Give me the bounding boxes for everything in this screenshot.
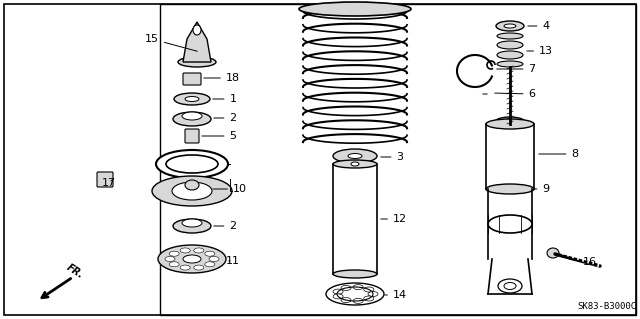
Text: 9: 9 — [535, 184, 550, 194]
Ellipse shape — [205, 262, 215, 267]
Ellipse shape — [348, 153, 362, 159]
Ellipse shape — [158, 245, 226, 273]
Ellipse shape — [173, 219, 211, 233]
Text: 17: 17 — [102, 178, 116, 188]
FancyBboxPatch shape — [183, 73, 201, 85]
Text: 2: 2 — [214, 221, 237, 231]
Ellipse shape — [341, 298, 351, 302]
Text: 13: 13 — [527, 46, 553, 56]
Ellipse shape — [497, 33, 523, 39]
Ellipse shape — [333, 160, 377, 168]
Text: 11: 11 — [226, 256, 240, 266]
Ellipse shape — [194, 248, 204, 253]
Ellipse shape — [169, 262, 179, 267]
Text: SK83-B3000C: SK83-B3000C — [577, 302, 636, 311]
Ellipse shape — [351, 162, 359, 166]
Ellipse shape — [174, 93, 210, 105]
Ellipse shape — [504, 24, 516, 28]
Ellipse shape — [152, 176, 232, 206]
Text: 7: 7 — [497, 64, 536, 74]
Ellipse shape — [180, 265, 190, 270]
Text: 15: 15 — [145, 34, 197, 51]
Text: FR.: FR. — [65, 262, 86, 280]
Ellipse shape — [333, 149, 377, 163]
Bar — [160, 4, 636, 315]
Ellipse shape — [172, 182, 212, 200]
Ellipse shape — [178, 57, 216, 67]
Ellipse shape — [504, 283, 516, 290]
Ellipse shape — [333, 270, 377, 278]
Ellipse shape — [183, 255, 201, 263]
Text: 14: 14 — [385, 290, 407, 300]
Ellipse shape — [166, 155, 218, 173]
Ellipse shape — [353, 285, 363, 290]
FancyBboxPatch shape — [185, 129, 199, 143]
Text: 4: 4 — [528, 21, 550, 31]
Ellipse shape — [495, 117, 525, 127]
Text: 12: 12 — [381, 214, 407, 224]
Ellipse shape — [497, 41, 523, 49]
Ellipse shape — [353, 298, 363, 303]
Ellipse shape — [193, 25, 201, 35]
Ellipse shape — [185, 97, 199, 101]
Ellipse shape — [486, 119, 534, 129]
Polygon shape — [183, 22, 211, 62]
Ellipse shape — [209, 256, 219, 262]
Ellipse shape — [173, 112, 211, 126]
Ellipse shape — [180, 248, 190, 253]
Ellipse shape — [169, 251, 179, 256]
Text: 18: 18 — [204, 73, 240, 83]
Text: 8: 8 — [539, 149, 579, 159]
Text: 10: 10 — [212, 184, 247, 194]
Ellipse shape — [326, 283, 384, 305]
Ellipse shape — [341, 286, 351, 290]
Ellipse shape — [299, 2, 411, 16]
Ellipse shape — [333, 289, 343, 294]
Ellipse shape — [497, 61, 523, 67]
FancyBboxPatch shape — [97, 172, 113, 187]
Ellipse shape — [547, 248, 559, 258]
Ellipse shape — [368, 292, 378, 296]
Text: 6: 6 — [495, 89, 536, 99]
Text: 5: 5 — [202, 131, 237, 141]
Ellipse shape — [364, 296, 374, 301]
Ellipse shape — [488, 215, 532, 233]
Ellipse shape — [498, 279, 522, 293]
Ellipse shape — [194, 265, 204, 270]
Ellipse shape — [496, 21, 524, 31]
Ellipse shape — [205, 251, 215, 256]
Text: 2: 2 — [214, 113, 237, 123]
Text: 16: 16 — [570, 257, 597, 267]
Ellipse shape — [182, 219, 202, 227]
Ellipse shape — [497, 51, 523, 59]
Text: 1: 1 — [212, 94, 237, 104]
Ellipse shape — [165, 256, 175, 262]
Ellipse shape — [182, 112, 202, 120]
Ellipse shape — [156, 150, 228, 178]
Text: 3: 3 — [381, 152, 403, 162]
Ellipse shape — [333, 294, 343, 299]
Ellipse shape — [364, 287, 374, 292]
Ellipse shape — [185, 180, 199, 190]
Ellipse shape — [486, 184, 534, 194]
